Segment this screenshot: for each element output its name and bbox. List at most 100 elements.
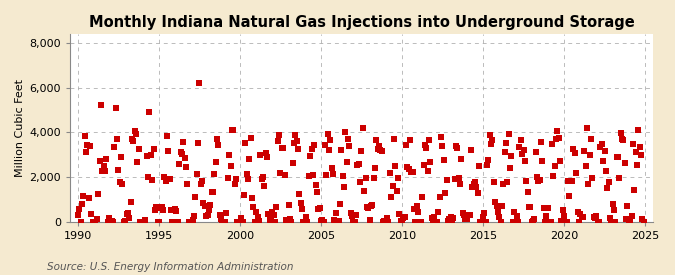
Point xyxy=(621,217,632,221)
Point xyxy=(238,193,249,197)
Point xyxy=(145,153,156,158)
Point xyxy=(172,219,183,224)
Point xyxy=(265,218,276,223)
Point xyxy=(209,172,219,177)
Point xyxy=(301,215,312,219)
Point xyxy=(364,218,375,222)
Point xyxy=(213,143,223,148)
Point xyxy=(237,219,248,224)
Point xyxy=(222,176,233,180)
Point xyxy=(350,219,360,224)
Point xyxy=(418,163,429,167)
Point xyxy=(142,175,153,179)
Point xyxy=(259,183,269,188)
Point xyxy=(628,142,639,147)
Point xyxy=(207,190,218,195)
Point xyxy=(200,214,211,218)
Point xyxy=(540,219,551,224)
Point xyxy=(474,164,485,168)
Point xyxy=(164,177,175,181)
Point xyxy=(271,205,281,209)
Point xyxy=(225,164,236,169)
Point xyxy=(622,204,633,208)
Point xyxy=(370,166,381,170)
Point xyxy=(512,214,522,218)
Point xyxy=(385,170,396,175)
Point xyxy=(609,208,620,212)
Point xyxy=(406,170,417,174)
Point xyxy=(528,219,539,224)
Point xyxy=(125,200,136,204)
Point xyxy=(136,219,146,224)
Point xyxy=(101,157,111,161)
Point xyxy=(264,218,275,222)
Point xyxy=(381,219,392,224)
Point xyxy=(316,219,327,223)
Point xyxy=(304,174,315,178)
Point xyxy=(323,132,333,137)
Point xyxy=(250,210,261,214)
Point xyxy=(132,160,142,164)
Point xyxy=(514,145,525,149)
Point xyxy=(436,134,447,139)
Point xyxy=(305,154,316,158)
Point xyxy=(555,159,566,163)
Point xyxy=(282,219,293,224)
Point xyxy=(583,182,594,186)
Point xyxy=(360,176,371,180)
Point xyxy=(487,138,498,142)
Point xyxy=(572,210,583,214)
Point xyxy=(398,216,409,220)
Point xyxy=(300,219,310,224)
Point xyxy=(346,211,356,216)
Point xyxy=(168,219,179,224)
Point xyxy=(133,147,144,151)
Point xyxy=(269,219,280,224)
Point xyxy=(113,167,124,172)
Point xyxy=(505,166,516,170)
Point xyxy=(386,195,397,200)
Point xyxy=(464,213,475,218)
Point xyxy=(525,204,536,209)
Point xyxy=(379,219,390,223)
Point xyxy=(173,162,184,166)
Point xyxy=(580,164,591,169)
Point xyxy=(352,163,363,167)
Point xyxy=(617,136,628,141)
Point xyxy=(252,215,263,220)
Point xyxy=(187,218,198,222)
Title: Monthly Indiana Natural Gas Injections into Underground Storage: Monthly Indiana Natural Gas Injections i… xyxy=(88,15,634,30)
Point xyxy=(343,137,354,141)
Point xyxy=(171,209,182,213)
Point xyxy=(84,144,95,148)
Point xyxy=(605,216,616,220)
Point xyxy=(597,141,608,146)
Point xyxy=(560,219,571,224)
Point xyxy=(138,219,149,224)
Point xyxy=(105,219,115,224)
Point xyxy=(586,136,597,141)
Point xyxy=(198,201,209,206)
Point xyxy=(397,219,408,224)
Point xyxy=(338,174,348,178)
Point xyxy=(103,216,114,220)
Point xyxy=(545,219,556,224)
Point xyxy=(529,216,540,221)
Point xyxy=(549,164,560,168)
Point xyxy=(285,217,296,222)
Point xyxy=(233,219,244,224)
Point xyxy=(594,219,605,224)
Point xyxy=(470,180,481,184)
Point xyxy=(558,208,568,212)
Point xyxy=(437,144,448,148)
Point xyxy=(363,206,374,210)
Point xyxy=(124,216,134,220)
Point xyxy=(268,213,279,218)
Point xyxy=(582,126,593,130)
Point xyxy=(366,204,377,208)
Point xyxy=(205,203,215,207)
Point xyxy=(106,218,117,223)
Point xyxy=(232,219,242,224)
Point xyxy=(425,160,436,164)
Point xyxy=(427,215,437,220)
